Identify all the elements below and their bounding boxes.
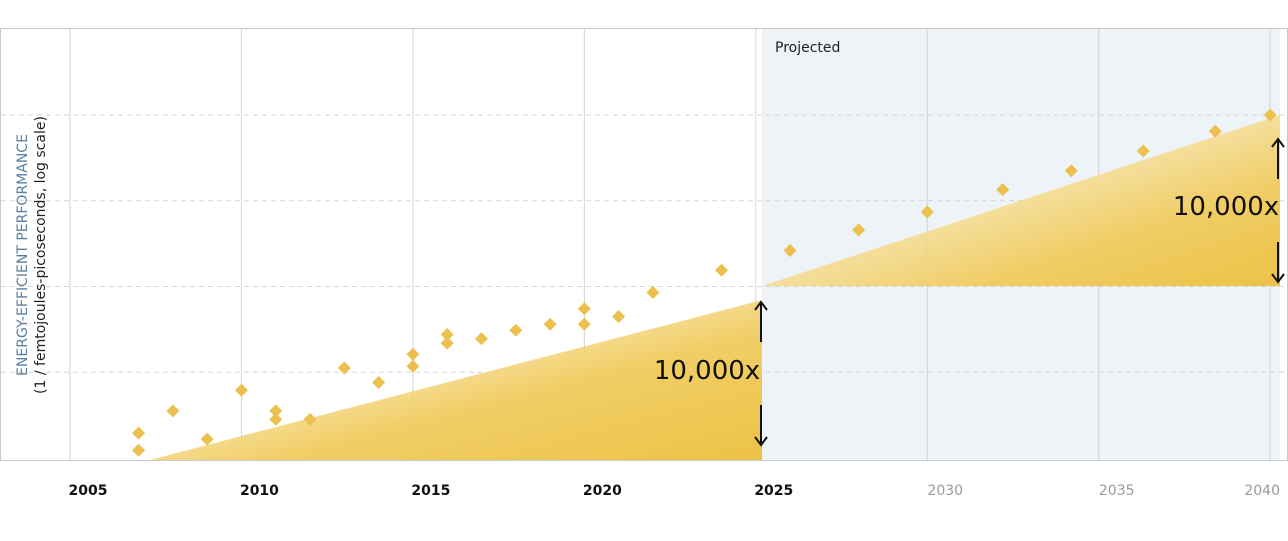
data-point (372, 376, 386, 390)
x-tick-label: 2040 (1244, 483, 1280, 499)
arrow-down-head (1271, 273, 1285, 284)
data-point (406, 347, 420, 361)
annotation-2040: 10,000x (1173, 137, 1285, 284)
x-tick-label: 2025 (754, 483, 793, 499)
data-point (577, 302, 591, 316)
annotation-label-2: 10,000x (1173, 192, 1279, 222)
data-point (612, 310, 626, 324)
data-point (1208, 124, 1222, 138)
data-point (132, 443, 146, 457)
y-axis-label: ENERGY-EFFICIENT PERFORMANCE (1 / femtoj… (15, 35, 65, 475)
data-point (200, 432, 214, 446)
gain-area-projected (762, 115, 1280, 286)
y-axis-subtitle: (1 / femtojoules-picoseconds, log scale) (33, 116, 49, 394)
data-point (783, 243, 797, 257)
data-point (509, 323, 523, 337)
x-tick-label: 2020 (583, 483, 622, 499)
data-point (269, 412, 283, 426)
data-point (337, 361, 351, 375)
arrow-up-head (754, 300, 768, 311)
y-axis-title: ENERGY-EFFICIENT PERFORMANCE (15, 134, 31, 376)
annotation-2025: 10,000x (654, 300, 768, 447)
gain-area-historical (150, 300, 762, 460)
arrow-down-head (754, 436, 768, 447)
x-tick-label: 2010 (240, 483, 279, 499)
annotation-label-1: 10,000x (654, 356, 760, 386)
x-tick-label: 2030 (927, 483, 963, 499)
data-points (132, 108, 1277, 457)
x-tick-label: 2005 (69, 483, 108, 499)
data-point (1064, 164, 1078, 178)
data-point (440, 328, 454, 342)
x-axis-tick-labels: 2005 2010 2015 2020 2025 2030 2035 2040 (69, 483, 1280, 499)
data-point (132, 426, 146, 440)
data-point (269, 404, 283, 418)
projected-label: Projected (775, 40, 840, 56)
data-point (852, 223, 866, 237)
data-point (920, 205, 934, 219)
data-point (543, 317, 557, 331)
data-point (715, 263, 729, 277)
data-point (1136, 144, 1150, 158)
data-point (646, 286, 660, 300)
x-tick-label: 2035 (1099, 483, 1135, 499)
data-point (303, 412, 317, 426)
data-point (996, 183, 1010, 197)
data-point (1263, 108, 1277, 122)
data-point (166, 404, 180, 418)
data-point (234, 383, 248, 397)
arrow-up-head (1271, 137, 1285, 148)
x-tick-label: 2015 (411, 483, 450, 499)
data-point (474, 332, 488, 346)
data-point (577, 317, 591, 331)
data-point (406, 359, 420, 373)
data-point (440, 336, 454, 350)
